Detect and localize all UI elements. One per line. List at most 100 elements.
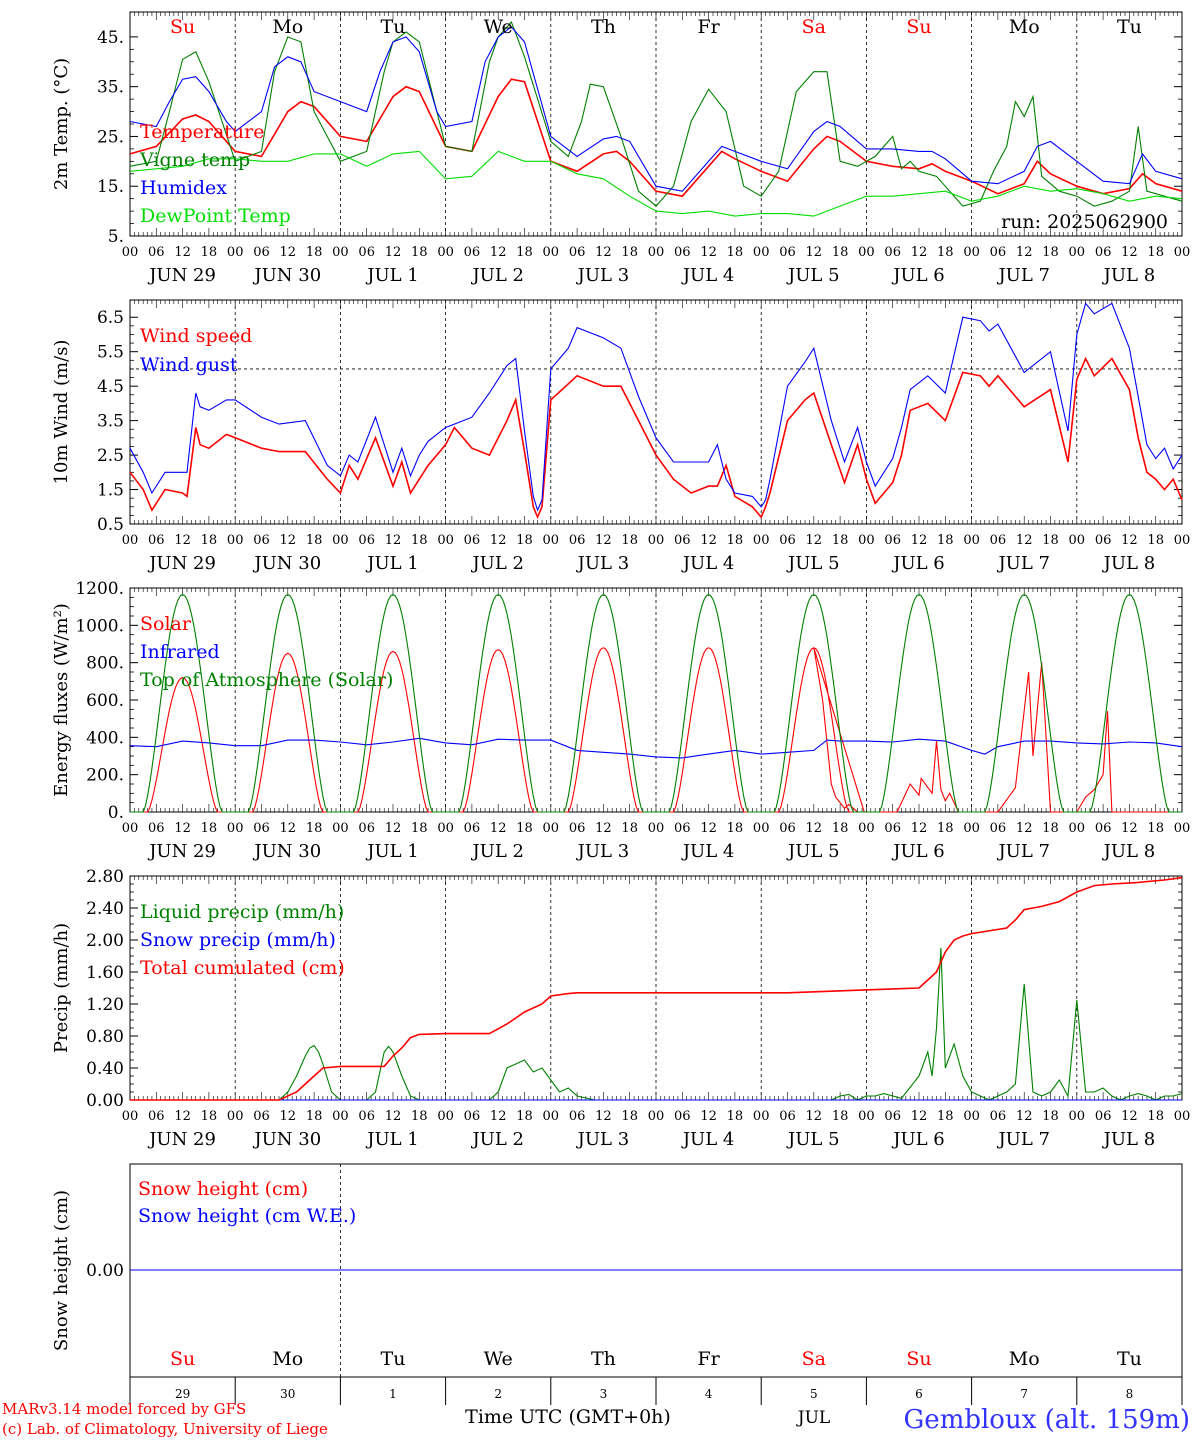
date-label: JUL 7 xyxy=(996,841,1050,862)
series-line-wind-gust xyxy=(129,302,1183,512)
hour-tick-label: 12 xyxy=(595,245,612,260)
date-label: JUL 2 xyxy=(470,553,524,574)
date-label: JUL 3 xyxy=(576,841,630,862)
weekday-label-bottom: Su xyxy=(906,1348,931,1370)
hour-tick-label: 06 xyxy=(569,821,586,836)
weekday-label-bottom: Mo xyxy=(1009,1348,1040,1370)
day-number: 3 xyxy=(600,1387,608,1401)
hour-tick-label: 12 xyxy=(1121,245,1138,260)
hour-tick-label: 06 xyxy=(358,821,375,836)
legend-entry: Wind speed xyxy=(140,325,252,347)
hour-tick-label: 12 xyxy=(490,245,507,260)
y-tick-label: 0.40 xyxy=(86,1059,124,1079)
hour-tick-label: 00 xyxy=(1069,245,1086,260)
hour-tick-label: 18 xyxy=(1147,245,1164,260)
weekday-label-top: Su xyxy=(906,16,931,38)
legend-entry: Humidex xyxy=(140,177,227,199)
hour-tick-label: 12 xyxy=(385,1109,402,1124)
y-tick-label: 1.60 xyxy=(86,963,124,983)
y-tick-label: 25. xyxy=(97,127,124,147)
hour-tick-label: 06 xyxy=(253,1109,270,1124)
hour-tick-label: 18 xyxy=(621,821,638,836)
date-label: JUN 29 xyxy=(147,1129,216,1150)
date-label: JUL 7 xyxy=(996,1129,1050,1150)
date-label: JUN 30 xyxy=(252,1129,321,1150)
date-label: JUL 3 xyxy=(576,1129,630,1150)
hour-tick-label: 00 xyxy=(543,533,560,548)
hour-tick-label: 00 xyxy=(227,533,244,548)
weekday-label-top: Su xyxy=(170,16,195,38)
hour-tick-label: 12 xyxy=(1016,245,1033,260)
hour-tick-label: 18 xyxy=(937,245,954,260)
series-line-vigne-temp xyxy=(129,20,1183,207)
hour-tick-label: 00 xyxy=(1174,1109,1191,1124)
hour-tick-label: 12 xyxy=(174,821,191,836)
y-tick-label: 200. xyxy=(86,766,124,786)
y-tick-label: 1.5 xyxy=(97,481,124,501)
y-tick-label: 2.80 xyxy=(86,867,124,887)
hour-tick-label: 12 xyxy=(1121,533,1138,548)
series-line-top-of-atmosphere-solar- xyxy=(130,593,1182,813)
hour-tick-label: 06 xyxy=(1095,245,1112,260)
hour-tick-label: 06 xyxy=(674,1109,691,1124)
hour-tick-label: 06 xyxy=(464,245,481,260)
weekday-label-top: Mo xyxy=(272,16,303,38)
plot-frame xyxy=(129,587,1183,813)
hour-tick-label: 00 xyxy=(332,1109,349,1124)
panel-precip xyxy=(129,875,1183,1101)
date-label: JUL 1 xyxy=(365,841,419,862)
day-number: 8 xyxy=(1126,1387,1134,1401)
hour-tick-label: 00 xyxy=(1174,821,1191,836)
hour-tick-label: 12 xyxy=(806,533,823,548)
y-tick-label: 5.5 xyxy=(97,343,124,363)
date-label: JUL 6 xyxy=(891,1129,945,1150)
date-label: JUL 2 xyxy=(470,841,524,862)
hour-tick-label: 18 xyxy=(306,821,323,836)
y-tick-label: 0.00 xyxy=(86,1261,124,1281)
hour-tick-label: 00 xyxy=(543,245,560,260)
plot-frame xyxy=(129,11,1183,237)
hour-tick-label: 12 xyxy=(490,821,507,836)
weekday-label-bottom: Sa xyxy=(802,1348,826,1370)
hour-tick-label: 06 xyxy=(569,245,586,260)
y-tick-label: 0.80 xyxy=(86,1027,124,1047)
hour-tick-label: 06 xyxy=(464,1109,481,1124)
hour-tick-label: 00 xyxy=(1069,821,1086,836)
series-line-solar xyxy=(130,647,1182,813)
hour-tick-label: 00 xyxy=(858,821,875,836)
hour-tick-label: 06 xyxy=(464,533,481,548)
hour-tick-label: 12 xyxy=(280,1109,297,1124)
hour-tick-label: 00 xyxy=(227,245,244,260)
hour-tick-label: 12 xyxy=(595,1109,612,1124)
date-label: JUN 29 xyxy=(147,553,216,574)
hour-tick-label: 00 xyxy=(122,533,139,548)
panel-temp xyxy=(129,11,1183,237)
credit-line: MARv3.14 model forced by GFS xyxy=(2,1400,246,1418)
weekday-label-bottom: We xyxy=(484,1348,513,1370)
date-label: JUN 30 xyxy=(252,553,321,574)
hour-tick-label: 12 xyxy=(911,245,928,260)
y-tick-label: 1200. xyxy=(75,579,124,599)
hour-tick-label: 06 xyxy=(569,1109,586,1124)
legend-entry: Total cumulated (cm) xyxy=(140,957,345,979)
date-label: JUL 4 xyxy=(681,265,735,286)
hour-tick-label: 18 xyxy=(621,1109,638,1124)
weekday-label-top: Fr xyxy=(697,16,720,38)
hour-tick-label: 06 xyxy=(884,1109,901,1124)
hour-tick-label: 00 xyxy=(648,821,665,836)
panel-wind xyxy=(129,299,1183,525)
date-label: JUL 3 xyxy=(576,553,630,574)
y-tick-label: 35. xyxy=(97,78,124,98)
hour-tick-label: 06 xyxy=(148,245,165,260)
hour-tick-label: 06 xyxy=(464,821,481,836)
date-label: JUL 3 xyxy=(576,265,630,286)
hour-tick-label: 18 xyxy=(621,245,638,260)
hour-tick-label: 12 xyxy=(1016,533,1033,548)
hour-tick-label: 06 xyxy=(358,1109,375,1124)
hour-tick-label: 00 xyxy=(1174,245,1191,260)
hour-tick-label: 00 xyxy=(122,821,139,836)
date-label: JUL 6 xyxy=(891,553,945,574)
hour-tick-label: 00 xyxy=(858,533,875,548)
y-tick-label: 3.5 xyxy=(97,412,124,432)
date-label: JUL 5 xyxy=(786,553,840,574)
